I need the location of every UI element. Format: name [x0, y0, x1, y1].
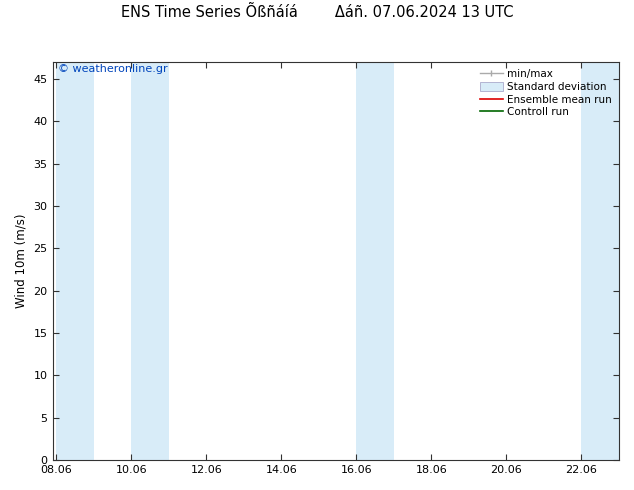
Text: ENS Time Series Õßñáíá        Δáñ. 07.06.2024 13 UTC: ENS Time Series Õßñáíá Δáñ. 07.06.2024 1…	[120, 5, 514, 20]
Legend: min/max, Standard deviation, Ensemble mean run, Controll run: min/max, Standard deviation, Ensemble me…	[478, 67, 614, 120]
Bar	[581, 62, 619, 460]
Text: © weatheronline.gr: © weatheronline.gr	[58, 64, 168, 74]
Y-axis label: Wind 10m (m/s): Wind 10m (m/s)	[15, 214, 28, 308]
Bar	[131, 62, 169, 460]
Bar	[56, 62, 94, 460]
Bar	[356, 62, 394, 460]
